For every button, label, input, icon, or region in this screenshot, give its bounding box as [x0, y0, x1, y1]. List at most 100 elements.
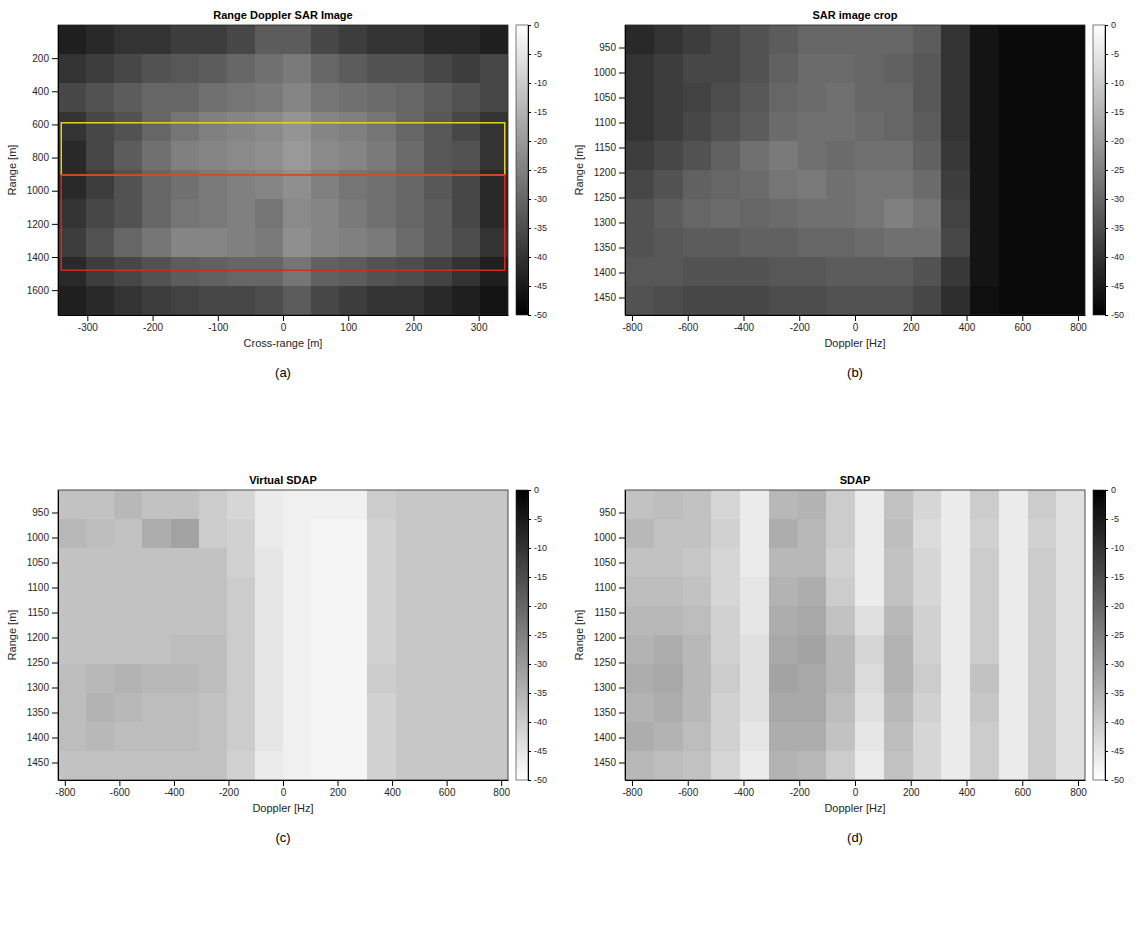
tick-label: -15 [1111, 107, 1124, 117]
cell [311, 693, 340, 723]
cell [884, 141, 913, 171]
cell [884, 257, 913, 287]
cell [86, 199, 115, 229]
cell [913, 751, 942, 780]
cell [941, 54, 970, 84]
cell [339, 199, 368, 229]
cell [970, 170, 999, 200]
cell [683, 722, 712, 752]
tick-label: -400 [734, 322, 754, 333]
cell [114, 664, 143, 694]
cell [826, 606, 855, 636]
tick: -400 [734, 780, 754, 798]
tick-mark [619, 713, 625, 714]
cell [480, 722, 508, 752]
tick: -35 [528, 223, 547, 233]
tick-label: 0 [1111, 485, 1116, 495]
cell [283, 606, 312, 636]
tick-label: 1100 [594, 582, 616, 593]
axis-line [58, 491, 59, 781]
cell [826, 141, 855, 171]
tick: 1300 [594, 682, 625, 693]
tick: -40 [1105, 252, 1124, 262]
cell [424, 548, 453, 578]
tick-label: 1000 [594, 532, 617, 543]
tick-mark [619, 738, 625, 739]
cell [826, 490, 855, 520]
tick: -300 [78, 315, 98, 333]
cell [199, 722, 228, 752]
tick-mark [52, 257, 58, 258]
cell [171, 286, 200, 315]
cell [826, 54, 855, 84]
tick-mark [528, 170, 531, 171]
cell [171, 83, 200, 113]
tick-label: -400 [164, 787, 184, 798]
tick: -50 [528, 775, 547, 785]
cell [769, 112, 798, 142]
tick-label: -45 [534, 746, 547, 756]
tick-mark [119, 780, 120, 786]
cell [283, 83, 312, 113]
cell [769, 548, 798, 578]
tick-mark [528, 780, 531, 781]
tick-mark [1105, 199, 1108, 200]
tick-label: -5 [1111, 49, 1119, 59]
tick-mark [528, 112, 531, 113]
tick-mark [1105, 606, 1108, 607]
cell [452, 693, 481, 723]
cell [625, 606, 654, 636]
cell [625, 548, 654, 578]
cell [283, 548, 312, 578]
cell [311, 141, 340, 171]
tick: 1400 [594, 267, 625, 278]
cell [1056, 693, 1085, 723]
cell [199, 83, 228, 113]
cell [769, 228, 798, 258]
cell [367, 577, 396, 607]
tick-mark [619, 223, 625, 224]
cell [798, 606, 827, 636]
tick: 300 [471, 315, 488, 333]
tick-label: -800 [622, 787, 642, 798]
cell [941, 519, 970, 549]
cell [255, 548, 284, 578]
cell [452, 548, 481, 578]
cell [683, 664, 712, 694]
cell [999, 606, 1028, 636]
tick: -25 [528, 630, 547, 640]
tick: 100 [340, 315, 357, 333]
cell [339, 257, 368, 287]
cell [480, 751, 508, 780]
cell [826, 519, 855, 549]
cell [654, 25, 683, 55]
plot-frame [625, 25, 1085, 315]
tick-mark [1105, 722, 1108, 723]
cell [58, 112, 87, 142]
cell [424, 83, 453, 113]
cell [58, 751, 87, 780]
cell [769, 519, 798, 549]
panel: -800-600-400-200020040060080095010001050… [6, 474, 547, 845]
cell [855, 257, 884, 287]
cell [625, 286, 654, 315]
cell [199, 606, 228, 636]
tick-mark [619, 198, 625, 199]
cell [625, 722, 654, 752]
cell [171, 257, 200, 287]
tick-mark [619, 148, 625, 149]
cell [367, 722, 396, 752]
cell [941, 635, 970, 665]
tick: 1000 [27, 532, 58, 543]
cell [86, 54, 115, 84]
tick: -30 [528, 194, 547, 204]
cell [970, 228, 999, 258]
cell [1028, 693, 1057, 723]
cell [311, 548, 340, 578]
title: Range Doppler SAR Image [213, 9, 352, 21]
cell [367, 751, 396, 780]
cell [683, 257, 712, 287]
tick-label: 0 [534, 485, 539, 495]
cell [424, 490, 453, 520]
cell [941, 664, 970, 694]
